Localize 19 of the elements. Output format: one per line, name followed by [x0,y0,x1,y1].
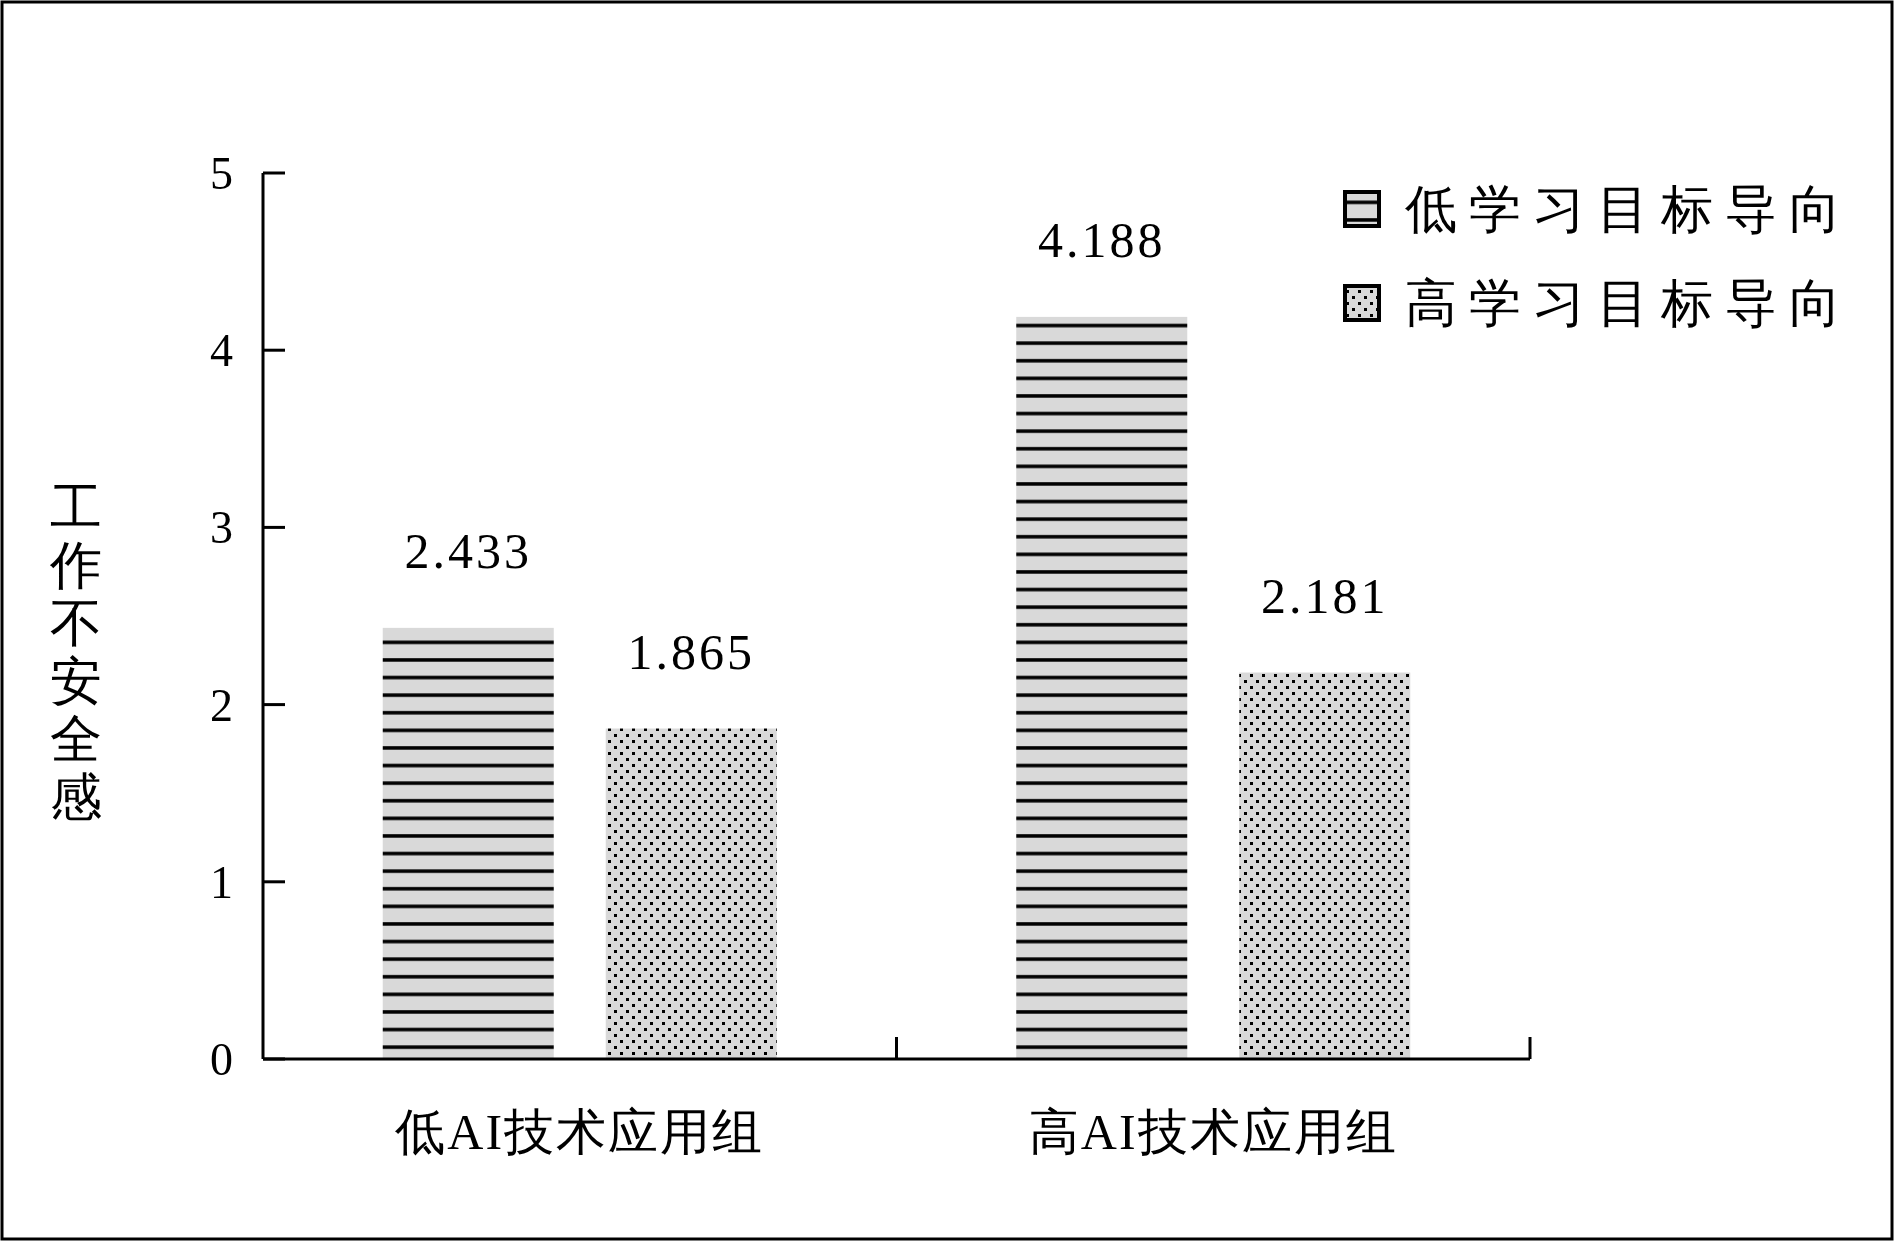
y-tick-label: 2 [210,679,233,731]
data-label: 2.181 [1261,567,1389,624]
data-label: 4.188 [1038,211,1166,268]
y-tick-label: 0 [210,1034,233,1085]
y-tick-label: 3 [210,502,233,554]
data-label: 1.865 [627,623,755,680]
legend-label: 高学习目标导向 [1405,275,1853,332]
x-tick-label: 低AI技术应用组 [395,1104,765,1160]
y-tick-label: 4 [210,325,233,377]
y-tick-label: 1 [210,856,233,908]
bar [382,627,554,1059]
data-label: 2.433 [404,522,532,579]
y-tick-label: 5 [210,148,233,199]
legend-label: 低学习目标导向 [1405,181,1853,238]
y-axis-title: 工作不安全感 [49,479,102,826]
bar [1016,316,1188,1059]
x-tick-label: 高AI技术应用组 [1028,1104,1398,1160]
bar [605,728,777,1059]
bar [1239,672,1411,1059]
